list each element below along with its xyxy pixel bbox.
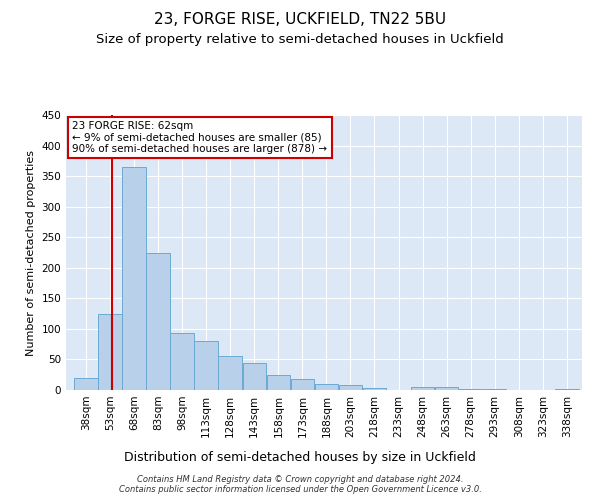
Bar bbox=[314, 384, 338, 390]
Bar bbox=[122, 167, 146, 390]
Text: Contains HM Land Registry data © Crown copyright and database right 2024.
Contai: Contains HM Land Registry data © Crown c… bbox=[119, 474, 481, 494]
Bar bbox=[338, 385, 362, 390]
Bar bbox=[435, 387, 458, 390]
Bar bbox=[218, 356, 242, 390]
Text: 23, FORGE RISE, UCKFIELD, TN22 5BU: 23, FORGE RISE, UCKFIELD, TN22 5BU bbox=[154, 12, 446, 28]
Bar bbox=[242, 362, 266, 390]
Bar bbox=[170, 333, 194, 390]
Bar bbox=[362, 388, 386, 390]
Bar bbox=[459, 389, 482, 390]
Y-axis label: Number of semi-detached properties: Number of semi-detached properties bbox=[26, 150, 36, 356]
Bar bbox=[98, 314, 122, 390]
Bar bbox=[555, 389, 578, 390]
Bar bbox=[411, 387, 434, 390]
Bar bbox=[290, 379, 314, 390]
Bar bbox=[146, 252, 170, 390]
Text: Size of property relative to semi-detached houses in Uckfield: Size of property relative to semi-detach… bbox=[96, 32, 504, 46]
Text: Distribution of semi-detached houses by size in Uckfield: Distribution of semi-detached houses by … bbox=[124, 451, 476, 464]
Bar bbox=[74, 378, 98, 390]
Text: 23 FORGE RISE: 62sqm
← 9% of semi-detached houses are smaller (85)
90% of semi-d: 23 FORGE RISE: 62sqm ← 9% of semi-detach… bbox=[73, 121, 328, 154]
Bar bbox=[194, 341, 218, 390]
Bar bbox=[266, 374, 290, 390]
